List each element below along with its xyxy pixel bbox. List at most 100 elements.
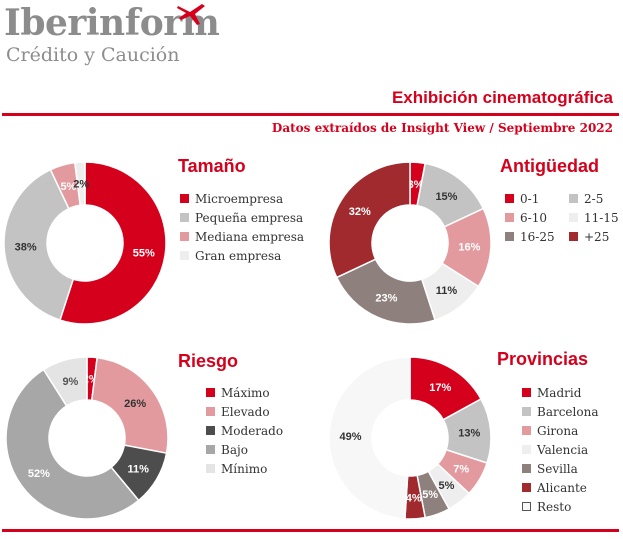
legend-label: Máximo [221,385,270,400]
legend-label: Bajo [221,442,248,457]
page-title: Exhibición cinematográfica [391,88,613,107]
legend-label: Girona [537,423,579,438]
chart-title-tamano: Tamaño [178,156,246,176]
slice-16-25 [335,258,436,325]
slice-label-0-1: 3% [408,179,424,191]
legend-label: 0-1 [520,191,540,206]
legend-swatch [206,445,215,454]
legend-swatch [180,251,189,260]
legend-item-elevado: Elevado [206,402,283,421]
slice-label-alicante: 4% [406,492,422,504]
legend-label: Resto [537,499,572,514]
legend-item-bajo: Bajo [206,440,283,459]
legend-label: 2-5 [584,191,604,206]
slice-label-valencia: 5% [439,480,455,492]
legend-item-microempresa: Microempresa [180,189,304,208]
legend-label: 16-25 [520,229,555,244]
slice-gran-empresa [74,161,86,207]
legend-antiguedad: 0-1 2-5 6-10 11-15 16-25 +25 [505,189,623,246]
legend-item-sevilla: Sevilla [522,459,598,478]
logo-tagline: Crédito y Caución [6,44,180,66]
legend-label: Gran empresa [195,248,282,263]
legend-label: 11-15 [584,210,619,225]
legend-swatch [180,232,189,241]
legend-swatch [522,388,531,397]
legend-swatch [505,194,514,203]
legend-swatch [180,194,189,203]
legend-swatch [522,407,531,416]
donut-chart-provincias: 17%13%7%5%5%4%49% [328,356,492,520]
slice-elevado [90,356,169,455]
legend-label: Alicante [537,480,587,495]
donut-chart-riesgo: 2%26%11%52%9% [5,356,169,520]
slice-label-barcelona: 13% [458,427,480,439]
slice-label-elevado: 26% [124,398,146,410]
legend-swatch [522,483,531,492]
chart-title-provincias: Provincias [497,349,589,369]
legend-label: 6-10 [520,210,547,225]
legend-swatch [522,426,531,435]
legend-tamano: Microempresa Pequeña empresa Mediana empre… [180,189,304,265]
chart-title-antiguedad: Antigüedad [500,156,599,176]
legend-label: Mínimo [221,461,268,476]
legend-item-barcelona: Barcelona [522,402,598,421]
legend-label: +25 [584,229,610,244]
legend-swatch [522,464,531,473]
slice-minimo [42,356,88,407]
title-divider [2,113,619,116]
slice-label-pequena-empresa: 38% [15,242,37,254]
legend-item-pequena-empresa: Pequeña empresa [180,208,304,227]
legend-provincias: Madrid Barcelona Girona Valencia Sevilla Alic… [522,383,598,516]
legend-swatch [569,194,578,203]
donut-chart-antiguedad: 3% 15% 16% 11% 23% 32% [328,161,492,325]
legend-label: Barcelona [537,404,599,419]
legend-label: Pequeña empresa [195,210,304,225]
slice-label-bajo: 52% [28,468,50,480]
legend-item-moderado: Moderado [206,421,283,440]
legend-swatch [505,213,514,222]
legend-item-madrid: Madrid [522,383,598,402]
slice-label-11-15: 11% [436,285,458,297]
slice-microempresa [59,161,167,325]
legend-riesgo: Máximo Elevado Moderado Bajo Mínimo [206,383,283,478]
slice-label-minimo: 9% [62,376,78,388]
page-subtitle: Datos extraídos de Insight View / Septie… [271,121,613,135]
slice-label-mediana-empresa: 5% [60,181,76,193]
legend-item-6-10: 6-10 [505,208,569,227]
legend-swatch [569,213,578,222]
legend-label: Elevado [221,404,270,419]
legend-item-alicante: Alicante [522,478,598,497]
legend-item-0-1: 0-1 [505,189,569,208]
legend-swatch [206,388,215,397]
legend-item-mediana-empresa: Mediana empresa [180,227,304,246]
legend-swatch [206,407,215,416]
legend-label: Madrid [537,385,582,400]
legend-label: Microempresa [195,191,284,206]
slice-25 [328,161,411,279]
chart-title-riesgo: Riesgo [178,351,239,371]
slice-label-microempresa: 55% [133,247,155,259]
legend-item-11-15: 11-15 [569,208,623,227]
legend-item-25: +25 [569,227,623,246]
footer-divider [2,529,619,532]
legend-label: Mediana empresa [195,229,305,244]
legend-swatch [206,426,215,435]
legend-item-valencia: Valencia [522,440,598,459]
slice-label-girona: 7% [453,463,469,475]
slice-bajo [5,368,140,520]
legend-item-minimo: Mínimo [206,459,283,478]
slice-label-madrid: 17% [429,382,451,394]
legend-swatch [522,445,531,454]
legend-swatch [180,213,189,222]
legend-item-resto: Resto [522,497,598,516]
legend-item-maximo: Máximo [206,383,283,402]
slice-label-moderado: 11% [128,463,150,475]
legend-item-gran-empresa: Gran empresa [180,246,304,265]
plane-logo-icon [177,4,205,25]
slice-label-2-5: 15% [435,191,457,203]
slice-label-gran-empresa: 2% [73,179,89,191]
legend-swatch [206,464,215,473]
slice-label-resto: 49% [340,431,362,443]
slice-label-sevilla: 5% [422,489,438,501]
legend-item-girona: Girona [522,421,598,440]
